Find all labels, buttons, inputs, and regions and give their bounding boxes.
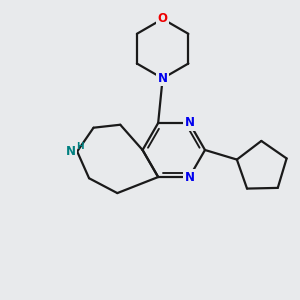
Text: N: N <box>184 170 194 184</box>
Text: N: N <box>184 116 194 130</box>
Text: N: N <box>158 72 168 85</box>
Text: H: H <box>76 142 83 152</box>
Text: N: N <box>66 145 76 158</box>
Text: O: O <box>158 12 168 26</box>
